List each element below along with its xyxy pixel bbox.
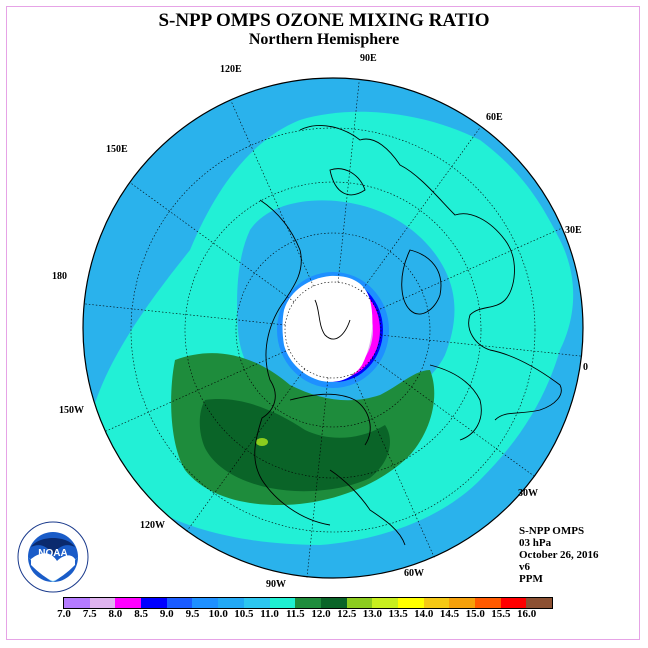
meridian-line [376,228,562,311]
coastlines [254,125,562,546]
ozone-field [83,78,583,578]
map-title: S-NPP OMPS OZONE MIXING RATIO [158,10,490,31]
color-scale-swatch [89,598,116,608]
polar-no-data [282,275,373,382]
lon-label-120w: 120W [140,520,165,531]
color-scale-swatch [166,598,193,608]
lon-label-150e: 150E [106,144,128,155]
color-scale-tick-label: 8.5 [134,608,148,620]
color-scale-swatch [423,598,450,608]
color-scale-swatch [295,598,321,608]
color-scale-tick-label: 10.5 [234,608,254,620]
color-scale-tick-label: 16.0 [516,608,537,620]
lon-label-120e: 120E [220,64,242,75]
info-units: PPM [519,573,543,585]
meridian-line [231,101,314,287]
lon-label-30e: 30E [565,225,582,236]
meridian-line [360,127,481,292]
meridian-line [84,303,286,326]
meridians [84,81,582,579]
color-scale-tick-label: 8.0 [108,608,123,620]
color-scale-tick-label: 7.0 [57,608,71,620]
meridian-line [130,182,295,303]
info-version: v6 [519,561,530,573]
color-scale-swatch [320,598,347,608]
color-scale-tick-label: 12.0 [311,608,331,620]
color-scale-tick-label: 15.0 [465,608,485,620]
color-scale-swatch [475,598,501,608]
lon-label-30w: 30W [518,488,538,499]
meridian-line [371,357,536,478]
ozone-12-5-spot [256,438,268,446]
color-scale-tick-label: 14.5 [439,608,460,620]
color-scale-tick-label: 9.5 [185,608,200,620]
color-scale-swatch [500,598,527,608]
color-scale-swatch [141,598,167,608]
noaa-logo-text: NOAA [38,548,67,559]
color-scale-swatch [243,598,270,608]
lon-label-60w: 60W [404,568,424,579]
meridian-line [185,368,306,533]
color-scale-swatch [346,598,373,608]
color-scale-tick-label: 12.5 [337,608,357,620]
lon-label-180: 180 [52,271,67,282]
color-scale-swatch [192,598,219,608]
meridian-line [306,377,329,579]
color-scale-swatch [64,598,90,608]
info-instrument: S-NPP OMPS [519,525,585,537]
color-scale-tick-label: 11.5 [285,608,305,620]
image-frame [6,6,640,640]
color-scale-bar [63,597,554,609]
color-scale-swatch [218,598,244,608]
color-scale-swatch [269,598,296,608]
longitude-labels: 90E 60E 30E 0 30W 60W 90W 120W 150W 180 … [52,53,588,590]
color-scale-tick-label: 11.0 [260,608,279,620]
color-scale-swatch [397,598,424,608]
color-scale-tick-label: 14.0 [414,608,434,620]
color-scale-swatch [526,598,553,608]
color-scale-tick-label: 13.5 [388,608,408,620]
color-scale-tick-label: 7.5 [82,608,97,620]
meridian-line [380,334,582,357]
color-scale-swatch [115,598,142,608]
map-boundary [82,77,584,579]
latitude-circles [130,127,536,533]
lon-label-0: 0 [583,362,588,373]
color-scale-swatch [449,598,475,608]
color-scale-tick-label: 15.5 [491,608,511,620]
noaa-logo: NOAA [17,521,89,593]
info-level: 03 hPa [519,537,552,549]
color-scale-swatch [372,598,398,608]
map-subtitle: Northern Hemisphere [248,31,400,48]
lon-label-90w: 90W [266,579,286,590]
lon-label-90e: 90E [360,53,377,64]
info-date: October 26, 2016 [519,549,599,561]
color-scale-tick-label: 10.0 [208,608,228,620]
lon-label-150w: 150W [59,405,84,416]
info-block: S-NPP OMPS 03 hPa October 26, 2016 v6 PP… [519,525,599,585]
color-scale-tick-label: 9.0 [159,608,174,620]
meridian-line [337,81,360,283]
lon-label-60e: 60E [486,112,503,123]
color-scale-tick-label: 13.0 [362,608,383,620]
meridian-line [104,349,290,432]
meridian-line [352,373,435,559]
color-scale-ticks: 7.0 7.5 8.0 8.5 9.0 9.5 10.0 10.5 11.0 11.5 12.0 12… [0,608,648,622]
ozone-dark-green-band [199,399,390,492]
